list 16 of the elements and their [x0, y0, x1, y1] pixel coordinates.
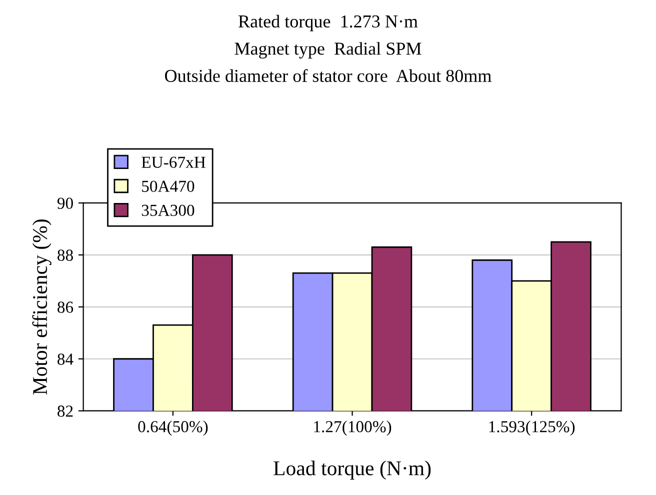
- legend-label: 35A300: [142, 204, 194, 216]
- y-tick-label: 88: [58, 250, 73, 261]
- y-axis-title: Motor efficiency (%): [32, 219, 52, 395]
- x-tick-label: 1.27(100%): [314, 420, 392, 436]
- y-tick-label: 82: [58, 406, 73, 417]
- x-tick-label: 0.64(50%): [138, 420, 208, 436]
- x-axis-title: Load torque (N·m): [274, 460, 431, 480]
- text: Magnet type Radial SPM: [234, 42, 422, 58]
- y-tick-label: 84: [58, 354, 74, 365]
- legend-label: EU-67xH: [142, 156, 206, 168]
- y-tick-label: 90: [57, 198, 73, 209]
- text: Outside diameter of stator core About 80mm: [165, 69, 492, 82]
- y-tick-label: 86: [58, 302, 74, 313]
- text: Rated torque 1.273 N·m: [238, 14, 418, 32]
- x-tick-label: 1.593(125%): [489, 420, 575, 436]
- legend-label: 50A470: [142, 180, 194, 192]
